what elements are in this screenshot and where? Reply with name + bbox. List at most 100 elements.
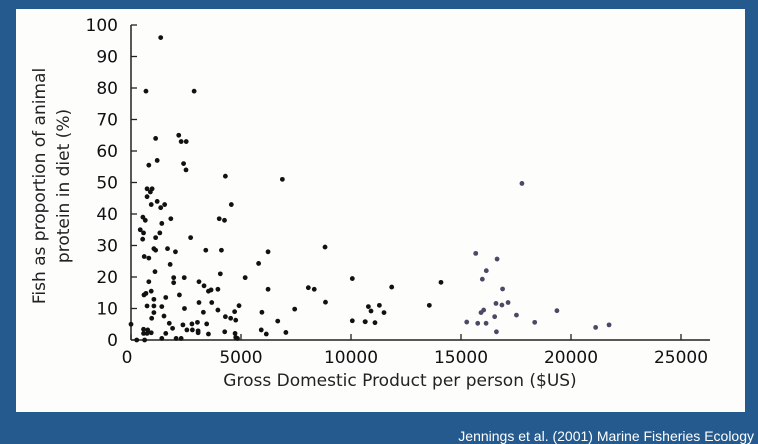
data-point [182, 306, 187, 311]
data-point [201, 283, 207, 289]
data-point [146, 255, 152, 261]
data-point [171, 275, 177, 281]
data-point [204, 321, 210, 327]
data-point [178, 139, 184, 144]
data-point [259, 309, 265, 315]
y-tick-label: 80 [96, 79, 118, 99]
data-point [505, 300, 511, 305]
data-point [475, 320, 481, 326]
data-point [479, 276, 485, 282]
data-point [157, 230, 163, 236]
figure-panel [16, 9, 745, 412]
data-point [149, 315, 155, 321]
data-point [279, 176, 285, 182]
data-point [153, 247, 159, 253]
data-point [144, 186, 150, 192]
data-point [222, 314, 228, 320]
data-point [554, 308, 560, 314]
data-point [305, 285, 311, 291]
x-tick-label: 0 [122, 348, 133, 368]
data-point [183, 167, 189, 173]
data-point [493, 301, 499, 306]
data-point [143, 88, 149, 94]
y-tick-label: 60 [96, 142, 118, 162]
data-point [181, 161, 186, 167]
data-point [196, 300, 202, 305]
data-point [184, 327, 190, 333]
data-point [141, 254, 147, 259]
y-tick-label: 50 [96, 174, 118, 194]
x-tick-label: 20000 [544, 348, 598, 368]
data-point [183, 139, 189, 144]
y-axis-label-line1: Fish as proportion of animal [30, 68, 50, 304]
data-point [158, 205, 164, 211]
data-point [151, 310, 157, 315]
y-tick-label: 10 [96, 300, 118, 320]
data-point [481, 307, 487, 313]
data-point [128, 321, 134, 327]
x-axis-label: Gross Domestic Product per person ($US) [223, 371, 576, 391]
data-point [141, 326, 146, 332]
data-point [514, 312, 519, 318]
data-point [263, 331, 269, 337]
data-point [152, 269, 158, 275]
data-point [168, 216, 174, 222]
tick-labels: 0 10 20 30 40 50 60 70 80 90 100 0 5000 10000 15000 200… [86, 16, 709, 368]
y-tick-label: 20 [96, 268, 118, 288]
data-point [151, 296, 157, 302]
data-point [189, 321, 195, 327]
data-point [222, 217, 227, 223]
data-point [178, 336, 184, 341]
data-point [162, 202, 168, 207]
y-tick-label: 70 [96, 111, 118, 131]
data-point [292, 306, 298, 312]
data-point [389, 284, 395, 290]
data-point [146, 279, 152, 285]
data-point [173, 336, 179, 341]
data-point [376, 302, 382, 308]
data-point [200, 309, 206, 315]
data-point [151, 303, 157, 309]
data-point [381, 310, 387, 315]
y-tick-label: 90 [96, 48, 118, 68]
data-point [180, 322, 186, 328]
data-point [500, 286, 505, 292]
data-point [532, 319, 538, 325]
data-point [148, 288, 154, 294]
data-point [143, 290, 149, 296]
data-point [147, 189, 153, 195]
data-point [235, 336, 240, 341]
data-point [438, 279, 444, 285]
data-point [154, 158, 160, 163]
data-point [222, 329, 228, 335]
data-point [166, 320, 172, 326]
data-point [216, 216, 222, 222]
y-tick-label: 40 [96, 205, 118, 225]
x-tick-label: 15000 [434, 348, 488, 368]
data-point [181, 275, 187, 281]
x-tick-label: 10000 [324, 348, 378, 368]
data-point [362, 319, 368, 325]
data-point [265, 286, 271, 292]
data-point [232, 309, 238, 315]
data-point [142, 337, 148, 343]
data-point [188, 235, 194, 241]
data-point [242, 275, 248, 281]
data-points [128, 35, 612, 343]
data-point [217, 271, 223, 277]
y-tick-label: 100 [86, 16, 118, 36]
data-point [137, 227, 143, 233]
data-point [593, 325, 599, 330]
data-point [222, 173, 228, 179]
data-point [519, 181, 525, 186]
data-point [163, 330, 169, 336]
data-point [154, 199, 160, 204]
x-tick-label: 5000 [219, 348, 262, 368]
data-point [349, 276, 355, 281]
data-point [256, 261, 261, 266]
data-point [195, 330, 201, 336]
data-point [146, 162, 152, 168]
data-point [372, 320, 378, 326]
axes [130, 24, 710, 341]
